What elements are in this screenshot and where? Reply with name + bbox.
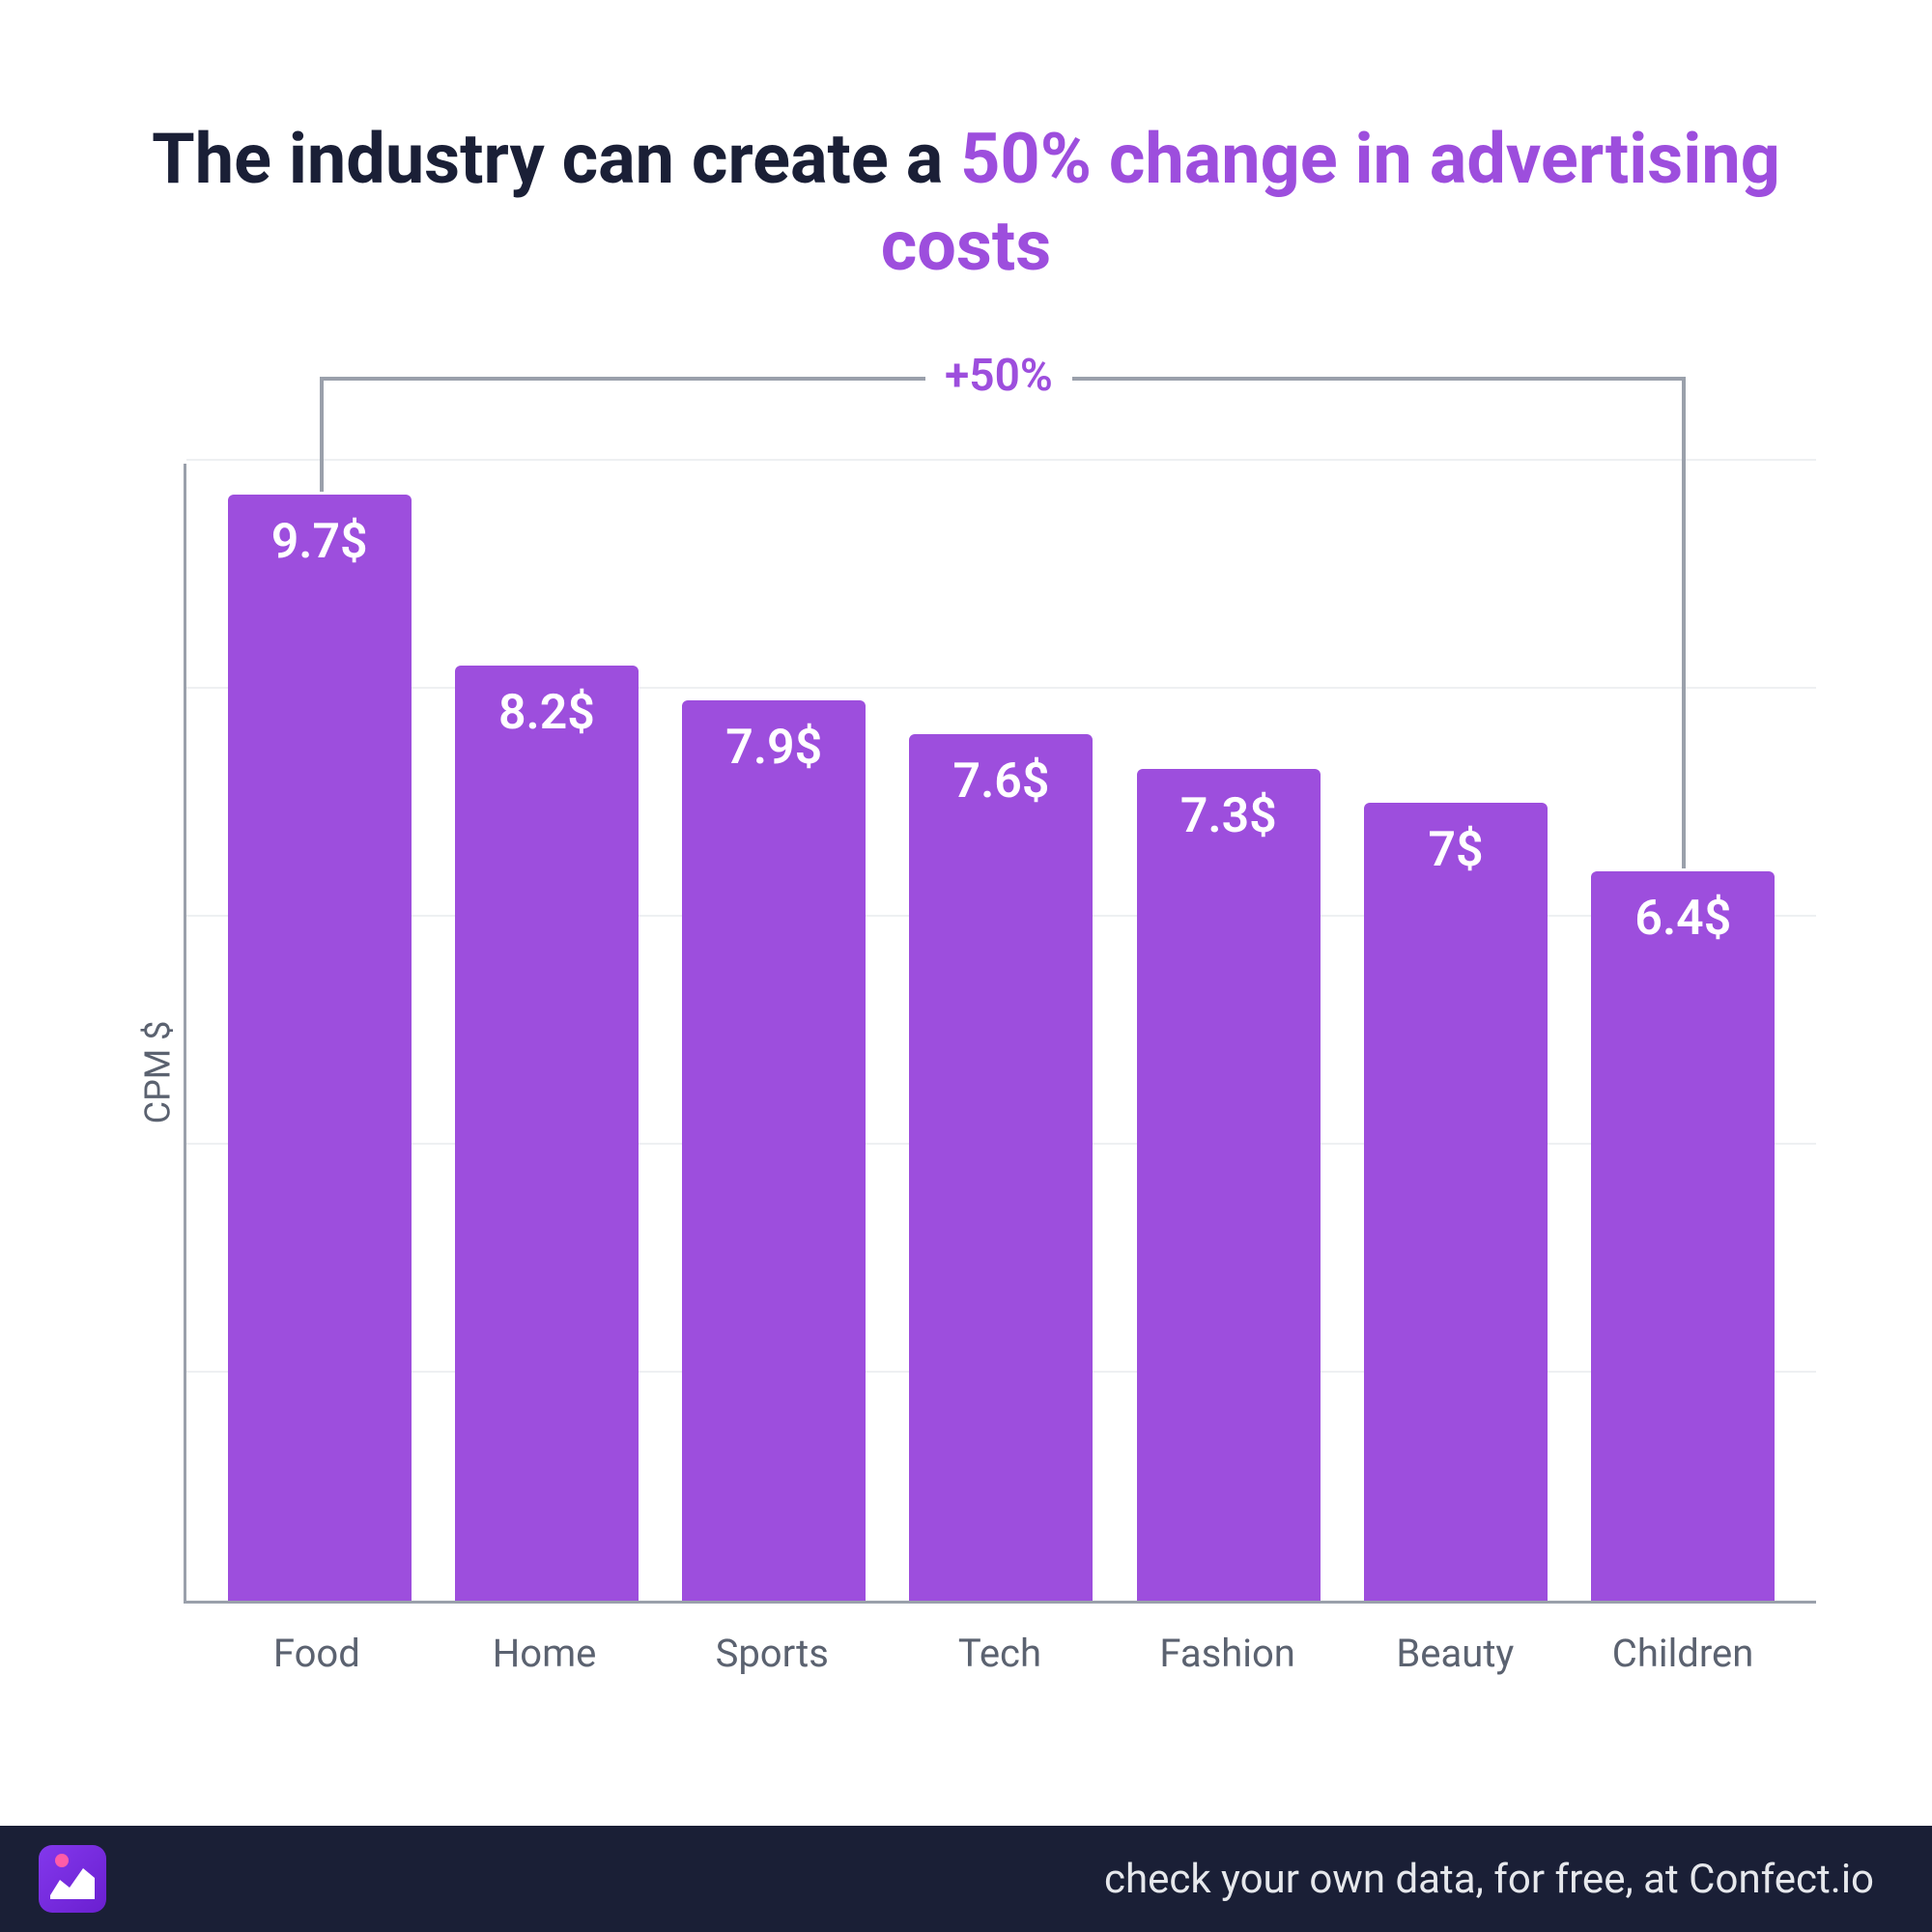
bars-container: 9.7$ 8.2$ 7.9$ 7.6$ 7.3$ 7$ 6.4$ <box>186 464 1816 1601</box>
bar-value-label: 6.4$ <box>1591 891 1775 947</box>
title-pre: The industry can create a <box>152 118 960 200</box>
bar-beauty: 7$ <box>1364 803 1548 1601</box>
x-axis-labels: Food Home Sports Tech Fashion Beauty Children <box>184 1613 1816 1676</box>
footer-text: check your own data, for free, at Confec… <box>1104 1856 1874 1903</box>
x-label: Tech <box>908 1613 1092 1676</box>
bar-value-label: 7.3$ <box>1137 788 1321 844</box>
bar-value-label: 7$ <box>1364 822 1548 878</box>
bar-children: 6.4$ <box>1591 871 1775 1601</box>
title-accent: 50% change in advertising costs <box>881 118 1780 287</box>
bar-sports: 7.9$ <box>682 700 866 1601</box>
annotation-label: +50% <box>925 350 1072 402</box>
bar-value-label: 7.6$ <box>909 753 1093 810</box>
plot-area: 9.7$8.2$7.9$7.6$7.3$7$6.4$ +50% <box>184 464 1816 1604</box>
bar-value-label: 9.7$ <box>228 514 412 570</box>
x-label: Food <box>225 1613 409 1676</box>
bar-tech: 7.6$ <box>909 734 1093 1601</box>
x-label: Fashion <box>1136 1613 1320 1676</box>
x-label: Beauty <box>1363 1613 1547 1676</box>
bar-chart: CPM $ 9.7$8.2$7.9$7.6$7.3$7$6.4$ +50% Fo… <box>174 464 1816 1681</box>
infographic-canvas: The industry can create a 50% change in … <box>0 0 1932 1932</box>
bar-fashion: 7.3$ <box>1137 769 1321 1601</box>
y-axis-label: CPM $ <box>137 1021 178 1124</box>
x-label: Children <box>1591 1613 1775 1676</box>
bar-food: 9.7$ <box>228 495 412 1601</box>
bar-value-label: 7.9$ <box>682 720 866 776</box>
bar-home: 8.2$ <box>455 666 639 1601</box>
x-label: Home <box>453 1613 637 1676</box>
x-label: Sports <box>680 1613 864 1676</box>
bar-value-label: 8.2$ <box>455 685 639 741</box>
grid-line <box>186 459 1816 461</box>
confect-logo-icon <box>39 1845 106 1913</box>
footer-bar: check your own data, for free, at Confec… <box>0 1826 1932 1932</box>
chart-title: The industry can create a 50% change in … <box>97 116 1835 290</box>
